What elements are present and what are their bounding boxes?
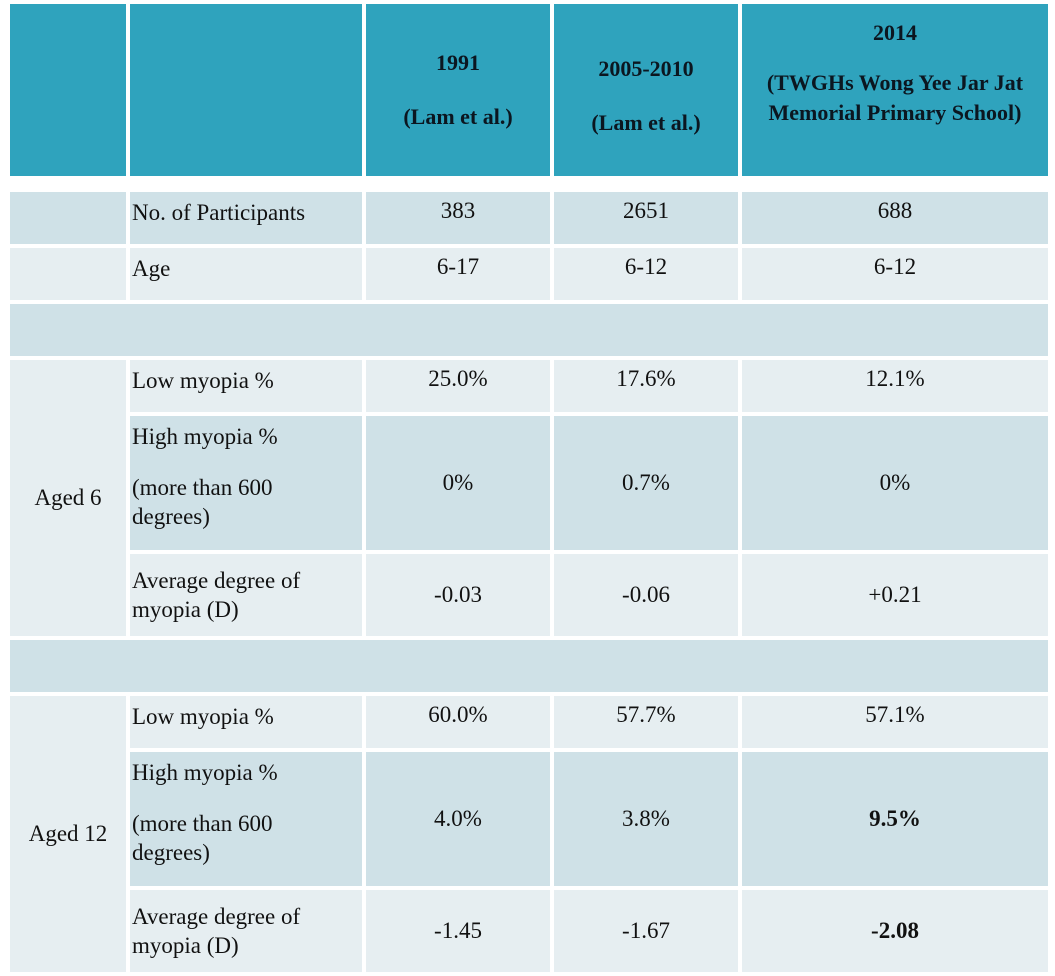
row-label: Average degree of myopia (D)	[130, 890, 362, 972]
group-label-aged-12: Aged 12	[10, 696, 126, 972]
cell-1991: 25.0%	[366, 360, 550, 412]
row-label-line1: Average degree of	[132, 904, 301, 929]
cell-2014-highlight: -2.08	[742, 890, 1048, 972]
row-label: Age	[130, 248, 362, 300]
section-band-cell	[10, 304, 1048, 356]
table-row: Aged 6 Low myopia % 25.0% 17.6% 12.1%	[10, 360, 1048, 636]
row-label: Low myopia %	[130, 696, 362, 748]
cell-1991: 4.0%	[366, 752, 550, 886]
row-label: High myopia % (more than 600 degrees)	[130, 416, 362, 550]
table-row: Average degree of myopia (D) -0.03 -0.06…	[10, 554, 1048, 636]
group-label-aged-6: Aged 6	[10, 360, 126, 636]
row-label-line1: High myopia %	[132, 760, 278, 785]
header-2014-year: 2014	[873, 20, 917, 45]
cell-2005: 6-12	[554, 248, 738, 300]
row-label-line1: High myopia %	[132, 424, 278, 449]
table-row: High myopia % (more than 600 degrees) 4.…	[10, 752, 1048, 886]
header-2005-source: (Lam et al.)	[591, 110, 701, 135]
cell-2005: 57.7%	[554, 696, 738, 748]
table-row: No. of Participants 383 2651 688	[10, 192, 1048, 244]
cell-2005: 17.6%	[554, 360, 738, 412]
header-2014: 2014 (TWGHs Wong Yee Jar Jat Memorial Pr…	[742, 4, 1048, 176]
myopia-comparison-table: 1991 (Lam et al.) 2005-2010 (Lam et al.)…	[6, 0, 1052, 976]
section-band	[10, 640, 1048, 692]
header-1991: 1991 (Lam et al.)	[366, 4, 550, 176]
row-group-cell	[10, 192, 126, 244]
cell-1991: 383	[366, 192, 550, 244]
cell-1991: -1.45	[366, 890, 550, 972]
header-2005: 2005-2010 (Lam et al.)	[554, 4, 738, 176]
row-label-line2: (more than 600	[132, 811, 273, 836]
header-blank-cell-2	[130, 4, 362, 176]
row-label: Average degree of myopia (D)	[130, 554, 362, 636]
cell-2014: 0%	[742, 416, 1048, 550]
cell-2005: -1.67	[554, 890, 738, 972]
row-label-line2: myopia (D)	[132, 597, 239, 622]
header-2014-school-line1: (TWGHs Wong Yee Jar Jat	[766, 70, 1024, 95]
table-row: Average degree of myopia (D) -1.45 -1.67…	[10, 890, 1048, 972]
header-2014-school-line2: Memorial Primary School)	[768, 100, 1022, 125]
cell-2014: 57.1%	[742, 696, 1048, 748]
spacer-row	[10, 180, 1048, 188]
cell-1991: 60.0%	[366, 696, 550, 748]
section-band-cell	[10, 640, 1048, 692]
table-row: Age 6-17 6-12 6-12	[10, 248, 1048, 300]
cell-2014: 688	[742, 192, 1048, 244]
header-1991-source: (Lam et al.)	[403, 104, 513, 129]
cell-2005: 2651	[554, 192, 738, 244]
cell-2014-highlight: 9.5%	[742, 752, 1048, 886]
row-label-line1: Average degree of	[132, 568, 301, 593]
cell-1991: -0.03	[366, 554, 550, 636]
section-band	[10, 304, 1048, 356]
cell-2014: 12.1%	[742, 360, 1048, 412]
cell-2014: 6-12	[742, 248, 1048, 300]
cell-2005: 0.7%	[554, 416, 738, 550]
table-row: Aged 12 Low myopia % 60.0% 57.7% 57.1%	[10, 696, 1048, 972]
row-group-cell	[10, 248, 126, 300]
row-label: Low myopia %	[130, 360, 362, 412]
row-label-line2: (more than 600	[132, 475, 273, 500]
table-row: High myopia % (more than 600 degrees) 0%…	[10, 416, 1048, 550]
cell-1991: 0%	[366, 416, 550, 550]
row-label: No. of Participants	[130, 192, 362, 244]
row-label-line3: degrees)	[132, 840, 210, 865]
header-row: 1991 (Lam et al.) 2005-2010 (Lam et al.)…	[10, 4, 1048, 176]
cell-2014: +0.21	[742, 554, 1048, 636]
cell-2005: 3.8%	[554, 752, 738, 886]
header-2005-year: 2005-2010	[598, 56, 694, 81]
header-1991-year: 1991	[436, 50, 480, 75]
header-blank-cell-1	[10, 4, 126, 176]
cell-2005: -0.06	[554, 554, 738, 636]
row-label-line2: myopia (D)	[132, 933, 239, 958]
row-label-line3: degrees)	[132, 504, 210, 529]
cell-1991: 6-17	[366, 248, 550, 300]
row-label: High myopia % (more than 600 degrees)	[130, 752, 362, 886]
